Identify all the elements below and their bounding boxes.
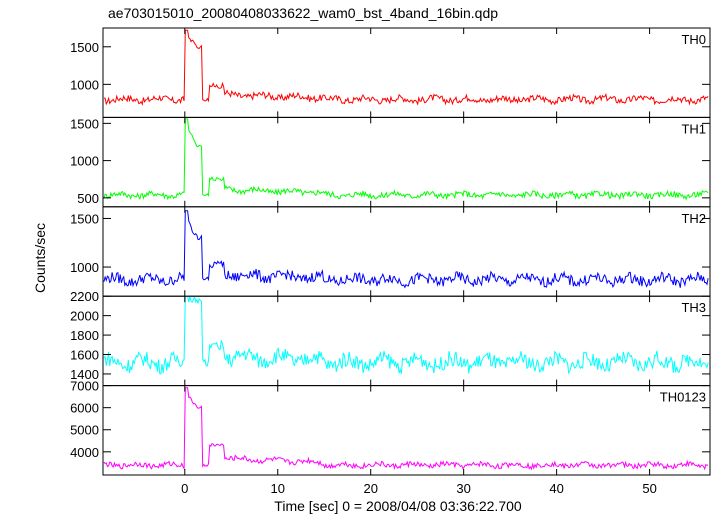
- panel-th1: 500 1000 1500 TH1: [70, 116, 711, 208]
- panel-frame: [102, 116, 711, 208]
- y-tick-label: 7000: [70, 379, 99, 394]
- x-tick-label: 20: [363, 481, 377, 496]
- y-tick-label: 1400: [70, 367, 99, 382]
- panel-label: TH2: [681, 211, 706, 226]
- panel-frame: [102, 206, 711, 297]
- panel-th0: 1000 1500 TH0: [70, 27, 711, 118]
- series-line-th0123: [103, 387, 709, 471]
- panel-label: TH1: [681, 121, 706, 136]
- y-tick-label: 1500: [70, 116, 99, 131]
- y-tick-label: 4000: [70, 445, 99, 460]
- x-tick-label: 0: [181, 481, 188, 496]
- y-tick-label: 1600: [70, 348, 99, 363]
- panel-frame: [102, 385, 711, 476]
- y-tick-label: 2000: [70, 309, 99, 324]
- panel-label: TH0123: [660, 390, 706, 405]
- x-tick-label: 40: [549, 481, 563, 496]
- y-tick-label: 2200: [70, 289, 99, 304]
- panel-label: TH0: [681, 32, 706, 47]
- panel-label: TH3: [681, 300, 706, 315]
- x-tick-label: 30: [456, 481, 470, 496]
- y-tick-label: 1000: [70, 154, 99, 169]
- series-line-th1: [103, 118, 709, 201]
- panel-th0123: 4000 5000 6000 7000 TH0123: [70, 379, 711, 476]
- series-line-th3: [103, 294, 709, 375]
- panel-th2: 1000 1500 TH2: [70, 206, 711, 297]
- x-tick-label: 50: [642, 481, 656, 496]
- y-tick-label: 1000: [70, 260, 99, 275]
- y-tick-label: 5000: [70, 423, 99, 438]
- panel-th3: 1400 1600 1800 2000 2200 TH3: [70, 289, 711, 387]
- y-tick-label: 500: [77, 191, 99, 206]
- x-axis-label: Time [sec] 0 = 2008/04/08 03:36:22.700: [274, 498, 522, 514]
- y-tick-label: 1000: [70, 77, 99, 92]
- panel-frame: [102, 295, 711, 387]
- y-tick-label: 1800: [70, 328, 99, 343]
- series-line-th0: [103, 29, 709, 106]
- y-tick-label: 1500: [70, 40, 99, 55]
- series-line-th2: [103, 210, 709, 289]
- chart-title: ae703015010_20080408033622_wam0_bst_4ban…: [108, 5, 498, 21]
- y-axis-label: Counts/sec: [32, 223, 48, 293]
- x-tick-label: 10: [271, 481, 285, 496]
- y-tick-label: 1500: [70, 211, 99, 226]
- y-tick-label: 6000: [70, 401, 99, 416]
